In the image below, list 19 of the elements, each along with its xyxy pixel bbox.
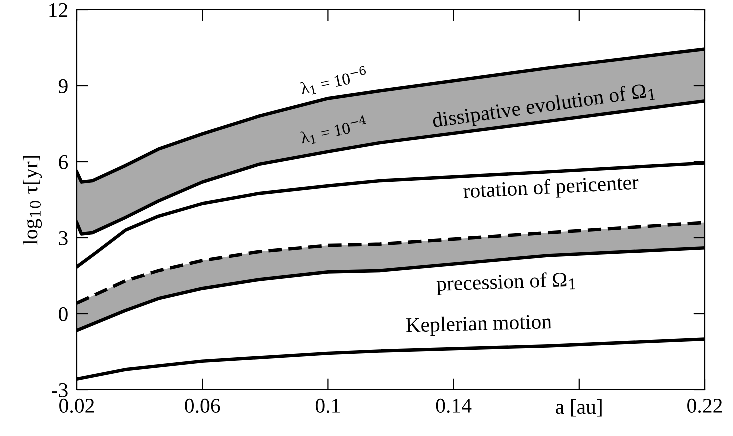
- y-tick-label: -3: [52, 383, 68, 398]
- y-tick-label: 6: [59, 155, 68, 170]
- x-tick-label: 0.22: [688, 398, 722, 414]
- x-axis-title: a [au]: [556, 400, 602, 417]
- annotation: Keplerian motion: [406, 314, 552, 337]
- annotation: λ$_{1}$ = 10$^{−4}$: [299, 115, 368, 146]
- y-tick-label: 12: [50, 3, 68, 18]
- y-tick-label: 0: [59, 307, 68, 322]
- annotation: rotation of pericenter: [463, 174, 640, 203]
- annotation: precession of Ω$_{1}$: [436, 272, 576, 296]
- annotation: dissipative evolution of Ω$_{1}$: [432, 82, 656, 132]
- x-tick-label: 0.14: [436, 398, 472, 414]
- x-tick-label: 0.06: [185, 398, 220, 414]
- y-axis-title: log$_{10}$ τ[yr]: [23, 156, 42, 245]
- y-tick-label: 3: [59, 231, 68, 246]
- annotation: λ$_{1}$ = 10$^{−6}$: [299, 66, 368, 97]
- y-tick-label: 9: [58, 79, 68, 94]
- x-tick-label: 0.02: [60, 398, 94, 414]
- x-tick-label: 0.1: [316, 398, 340, 414]
